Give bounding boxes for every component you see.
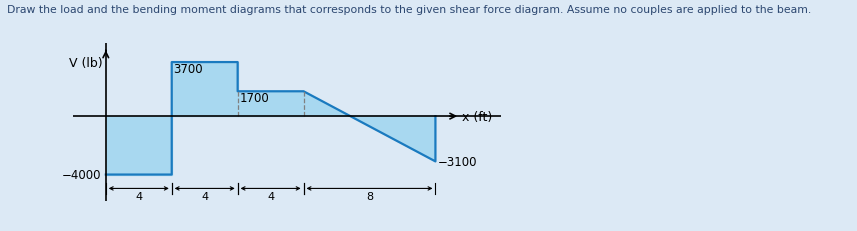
Text: Draw the load and the bending moment diagrams that corresponds to the given shea: Draw the load and the bending moment dia… (7, 5, 811, 15)
Polygon shape (351, 117, 435, 162)
Text: 4: 4 (201, 191, 208, 201)
Text: 3700: 3700 (173, 63, 203, 76)
Text: −4000: −4000 (62, 168, 101, 181)
Text: 4: 4 (267, 191, 274, 201)
Polygon shape (237, 92, 303, 117)
Text: 8: 8 (366, 191, 373, 201)
Text: V (lb): V (lb) (69, 57, 103, 70)
Polygon shape (105, 117, 171, 175)
Polygon shape (171, 63, 237, 117)
Text: 4: 4 (135, 191, 142, 201)
Text: 1700: 1700 (240, 92, 270, 105)
Polygon shape (303, 92, 351, 117)
Text: x (ft): x (ft) (462, 110, 492, 123)
Text: −3100: −3100 (438, 155, 477, 168)
